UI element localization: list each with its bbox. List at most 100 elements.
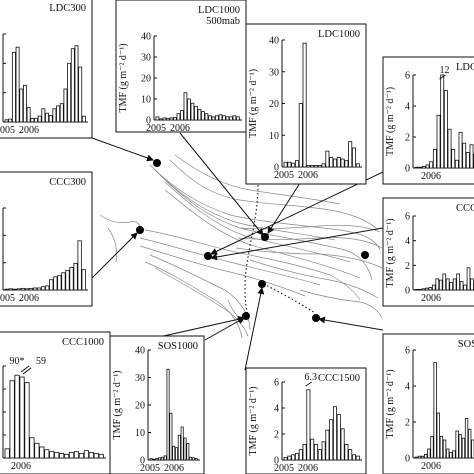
x-tick-label: 2005 <box>146 123 166 134</box>
bar <box>414 166 419 169</box>
y-tick-label: 30 <box>135 373 145 384</box>
bar <box>351 454 356 461</box>
bar <box>28 287 34 291</box>
bar <box>355 163 360 168</box>
bar <box>8 288 13 291</box>
bar <box>191 457 195 461</box>
bar <box>425 164 430 169</box>
bar <box>59 452 65 459</box>
bar <box>325 150 330 168</box>
bar <box>329 157 334 168</box>
bar <box>427 448 431 459</box>
bar <box>433 362 437 459</box>
bar <box>48 115 53 123</box>
bar <box>74 45 79 123</box>
y-tick-label: 30 <box>269 67 279 78</box>
break-label: 90* <box>10 356 25 367</box>
bar <box>176 113 181 121</box>
bar <box>443 90 448 169</box>
y-tick-label: 6 <box>405 346 410 357</box>
break-mark <box>305 381 312 387</box>
bar <box>321 163 326 168</box>
station-ldc1000-arrow <box>267 182 301 234</box>
panel-title: LDC1000 <box>318 29 360 40</box>
bar <box>340 428 345 461</box>
panel-title: LDC300 <box>49 3 86 14</box>
bar <box>438 279 443 291</box>
bar <box>14 374 20 459</box>
contour-line <box>154 267 249 337</box>
bar <box>53 276 58 291</box>
bar <box>291 162 296 168</box>
bar <box>39 446 45 459</box>
y-tick-label: 0 <box>405 454 410 465</box>
bar <box>24 288 30 291</box>
bar <box>149 458 153 461</box>
bar <box>211 116 216 121</box>
contour-line <box>144 261 243 339</box>
break-mark <box>20 365 30 373</box>
bar <box>73 262 78 291</box>
bar <box>310 438 315 461</box>
break-label: 6.3 <box>304 372 317 383</box>
bar <box>418 166 423 169</box>
bar <box>332 406 337 461</box>
bar <box>439 435 444 459</box>
bar <box>414 456 418 459</box>
bar <box>180 110 184 121</box>
bar <box>190 102 195 121</box>
bar <box>425 287 429 291</box>
bar <box>452 278 457 291</box>
bar <box>64 453 70 459</box>
y-tick-label: 10 <box>141 95 151 106</box>
bar <box>49 279 54 291</box>
x-tick-label: 2006 <box>421 461 441 472</box>
chart-panel-sos1000: 0 10 20 30 40 2005 2006 SOS1000 TMF (g m⁻² d⁻¹) <box>109 335 205 474</box>
bar <box>283 161 288 168</box>
bar <box>208 115 212 121</box>
contour-line <box>159 174 373 281</box>
panel-title: LDC <box>456 62 474 73</box>
bar <box>468 428 472 459</box>
bar <box>4 448 10 459</box>
station-ccc-right-dot-dot <box>361 251 369 259</box>
y-axis-label: TMF (g m⁻² d⁻¹) <box>248 386 259 455</box>
bar <box>306 165 311 168</box>
x-tick-label: 2006 <box>170 123 190 134</box>
bar <box>336 414 341 461</box>
bar <box>81 115 86 123</box>
bar <box>172 445 176 461</box>
y-tick-label: 4 <box>405 236 410 247</box>
bar <box>186 443 190 461</box>
bar <box>436 412 440 459</box>
contour-line <box>99 214 141 235</box>
panel-title: CCC300 <box>49 177 86 188</box>
bar <box>9 380 15 459</box>
bar <box>65 269 70 291</box>
x-tick-label: 2005 <box>0 293 15 304</box>
bar <box>465 152 470 169</box>
bar <box>287 161 292 168</box>
y-tick-label: 6 <box>405 212 410 223</box>
panel-frame <box>115 0 247 133</box>
bar <box>98 453 104 459</box>
bar <box>466 267 471 291</box>
break-label: 12 <box>440 65 450 76</box>
y-tick-label: 20 <box>269 99 279 110</box>
bar <box>236 116 240 121</box>
bar <box>355 455 360 461</box>
bar <box>45 285 50 291</box>
y-tick-label: 2 <box>405 133 410 144</box>
bar <box>19 88 24 123</box>
bar <box>180 426 184 461</box>
bar <box>155 116 160 121</box>
bar <box>421 288 426 291</box>
y-tick-label: 2 <box>405 261 410 272</box>
contour-line <box>144 229 361 301</box>
panel-frame <box>109 335 205 474</box>
bar <box>317 165 322 168</box>
bar <box>329 419 334 461</box>
panel-title: CCC1500 <box>318 373 360 384</box>
bar <box>222 115 226 121</box>
